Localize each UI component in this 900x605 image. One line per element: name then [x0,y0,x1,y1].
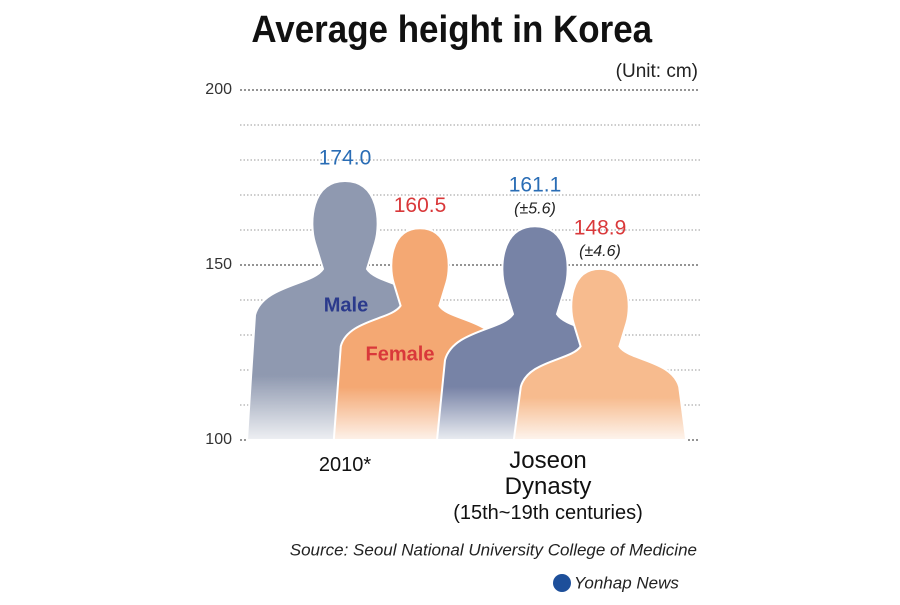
x-tick-label: 2010* [318,454,372,476]
value-label: 161.1 [509,174,562,197]
value-label: 174.0 [319,147,372,170]
value-label: 148.9 [574,216,627,239]
error-label: (±5.6) [514,200,556,217]
y-tick-label: 200 [205,81,232,98]
source: Source: Seoul National University Colleg… [290,540,697,559]
chart-title: Average height in Korea [251,8,652,51]
series-name: Male [324,294,368,316]
logo [553,574,571,592]
x-tick-label: Joseon Dynasty [504,447,592,500]
silhouette-fade [513,268,687,440]
x-tick-note: (15th~19th centuries) [453,502,643,524]
value-label: 160.5 [394,194,447,217]
y-tick-label: 100 [205,431,232,448]
series-name: Female [366,343,435,365]
error-label: (±4.6) [579,243,621,260]
credit: Yonhap News [574,573,679,592]
unit-label: (Unit: cm) [616,61,698,82]
y-tick-label: 150 [205,256,232,273]
